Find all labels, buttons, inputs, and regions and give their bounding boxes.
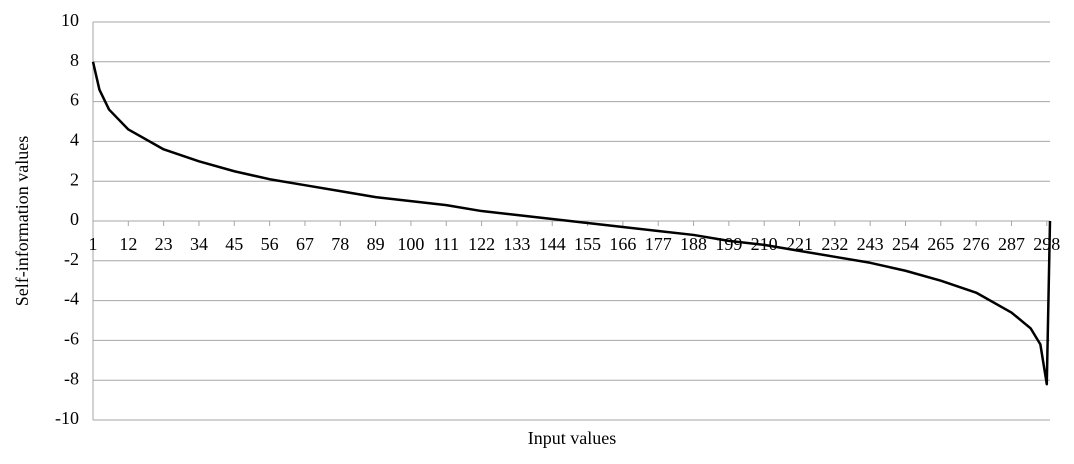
- x-tick-label: 287: [998, 234, 1025, 254]
- y-tick-label: -2: [64, 249, 79, 269]
- x-tick-label: 122: [468, 234, 495, 254]
- y-tick-label: 6: [70, 90, 79, 110]
- y-tick-label: -10: [55, 408, 79, 428]
- x-tick-label: 254: [892, 234, 919, 254]
- x-tick-label: 298: [1033, 234, 1060, 254]
- x-tick-label: 188: [680, 234, 707, 254]
- y-tick-label: -8: [64, 368, 79, 388]
- x-tick-label: 34: [190, 234, 208, 254]
- x-axis-label: Input values: [528, 428, 616, 448]
- y-tick-label: 10: [61, 10, 79, 30]
- y-tick-label: 8: [70, 50, 79, 70]
- x-tick-label: 133: [503, 234, 530, 254]
- x-tick-label: 177: [645, 234, 672, 254]
- x-tick-label: 100: [397, 234, 424, 254]
- y-tick-label: -6: [64, 329, 79, 349]
- line-series: [91, 61, 1052, 386]
- x-tick-label: 89: [367, 234, 385, 254]
- x-tick-label: 144: [539, 234, 566, 254]
- x-tick-label: 265: [927, 234, 954, 254]
- x-tick-label: 199: [715, 234, 742, 254]
- y-tick-label: -4: [64, 289, 79, 309]
- x-tick-label: 166: [609, 234, 636, 254]
- x-tick-label: 1: [89, 234, 98, 254]
- x-tick-label: 12: [119, 234, 137, 254]
- x-tick-label: 67: [296, 234, 314, 254]
- y-tick-label: 2: [70, 169, 79, 189]
- y-tick-label: 0: [70, 209, 79, 229]
- x-tick-label: 155: [574, 234, 601, 254]
- x-tick-label: 111: [433, 234, 459, 254]
- x-tick-label: 232: [821, 234, 848, 254]
- y-axis-label: Self-information values: [12, 136, 32, 306]
- x-tick-label: 56: [261, 234, 279, 254]
- x-tick-label: 45: [225, 234, 243, 254]
- x-tick-label: 243: [857, 234, 884, 254]
- y-tick-label: 4: [70, 130, 79, 150]
- x-tick-label: 23: [155, 234, 173, 254]
- x-tick-label: 276: [963, 234, 990, 254]
- x-tick-label: 78: [331, 234, 349, 254]
